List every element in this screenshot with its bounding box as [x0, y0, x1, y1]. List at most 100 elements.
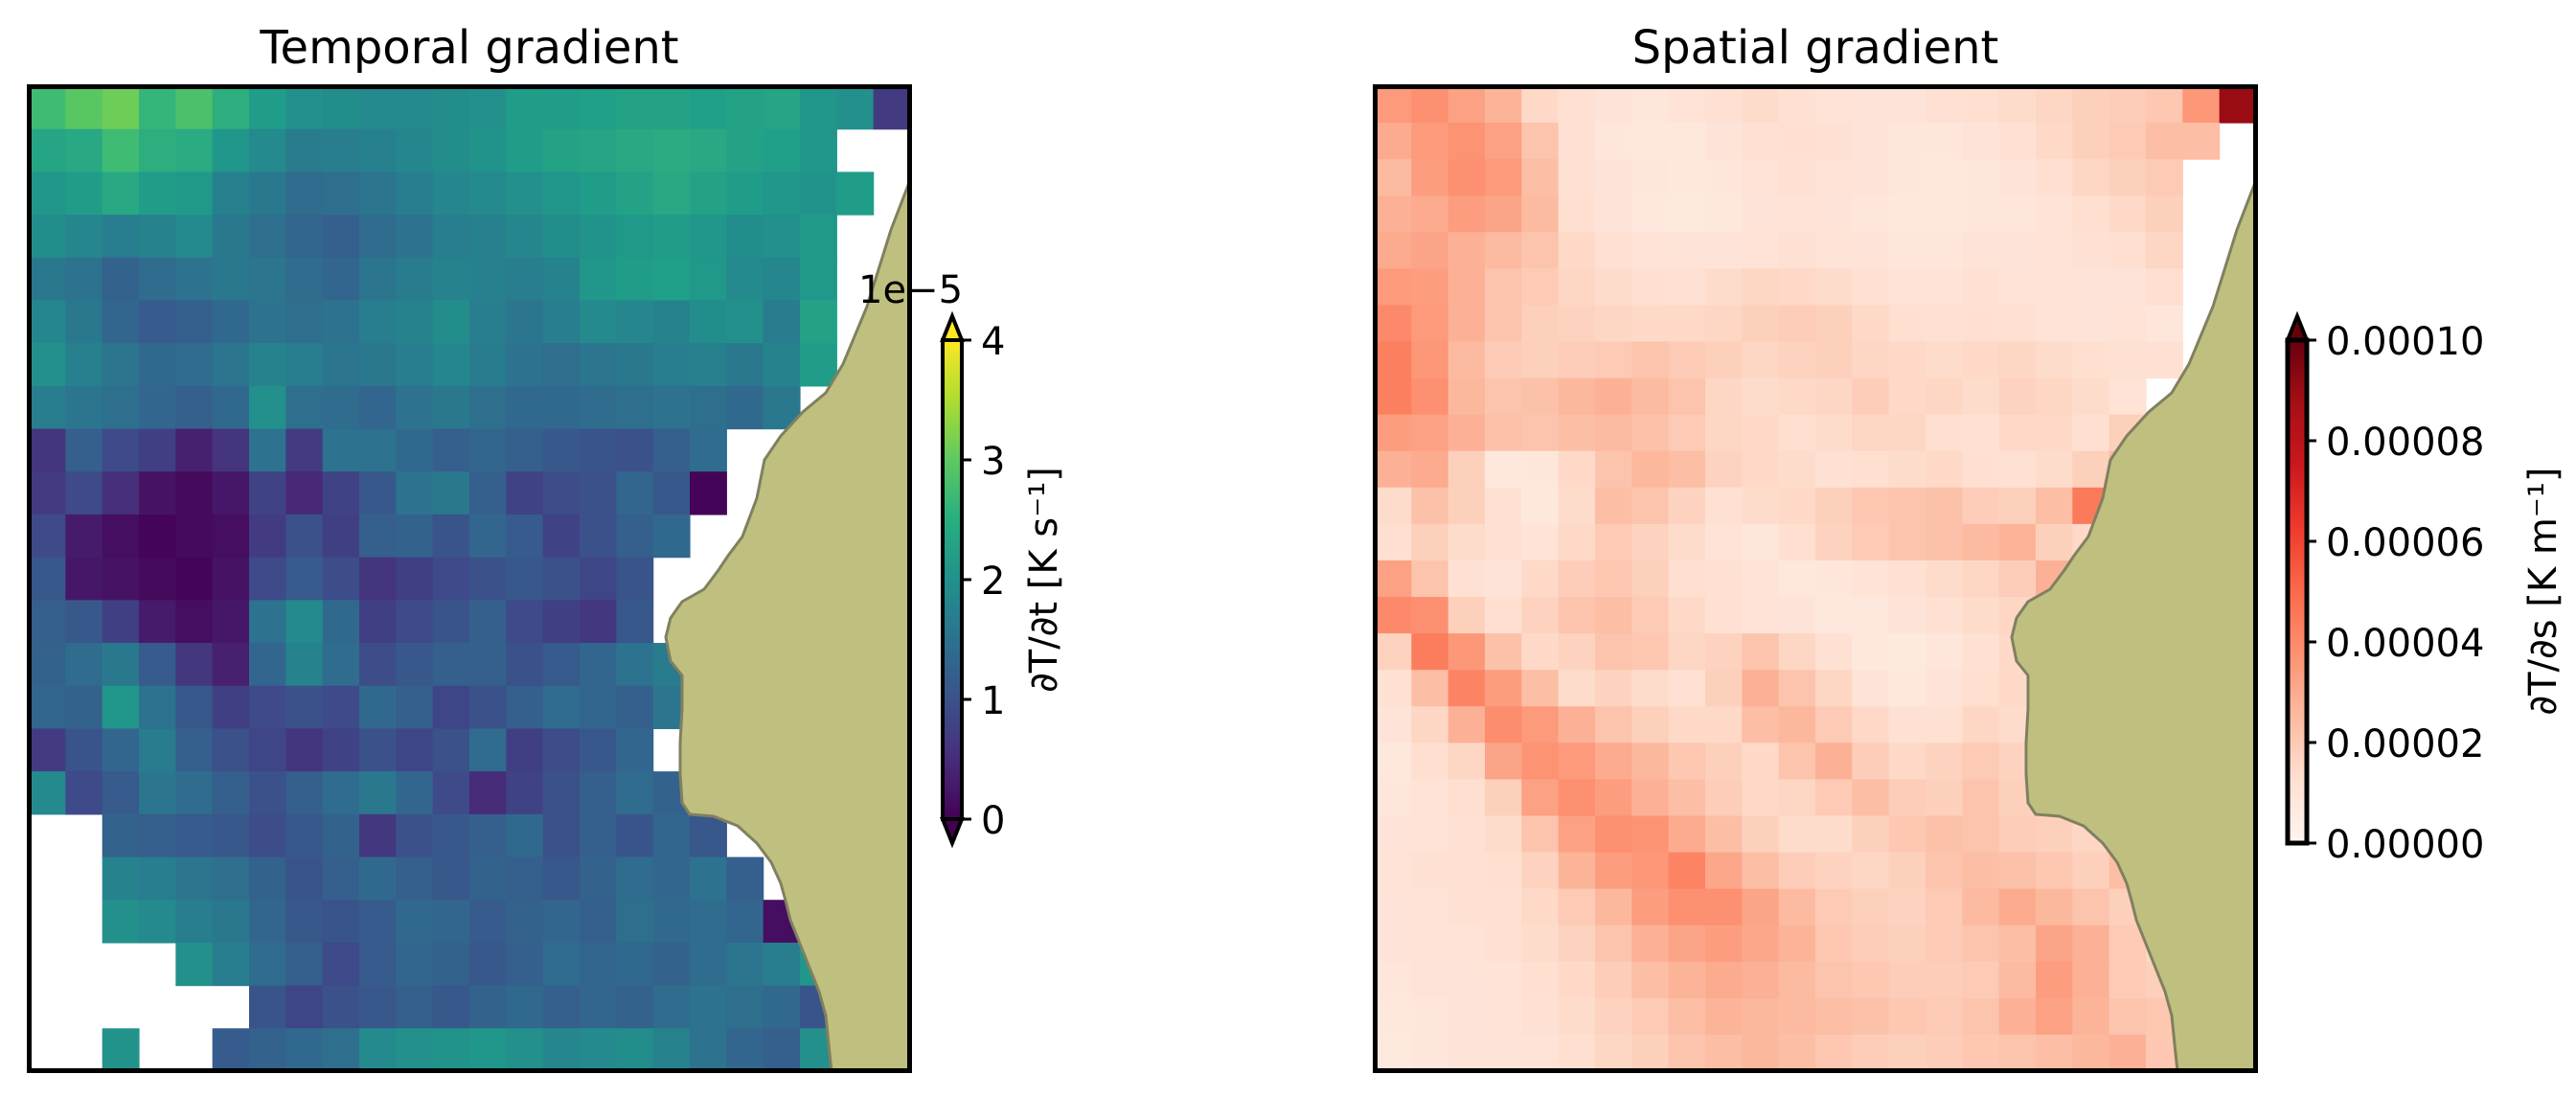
- heatmap-cell: [1852, 961, 1890, 999]
- heatmap-cell: [1521, 305, 1560, 343]
- heatmap-cell: [432, 86, 470, 130]
- heatmap-cell: [616, 428, 654, 472]
- heatmap-cell: [1852, 779, 1890, 817]
- heatmap-cell: [1998, 341, 2037, 379]
- heatmap-cell: [1668, 232, 1706, 269]
- heatmap-cell: [1962, 670, 2000, 707]
- heatmap-cell: [212, 685, 250, 730]
- heatmap-cell: [1705, 341, 1743, 379]
- heatmap-cell: [1705, 852, 1743, 890]
- heatmap-cell: [542, 600, 581, 644]
- heatmap-cell: [1778, 706, 1816, 743]
- heatmap-cell: [1631, 159, 1670, 196]
- heatmap-cell: [65, 600, 103, 644]
- heatmap-cell: [1742, 341, 1780, 379]
- heatmap-cell: [139, 300, 176, 344]
- heatmap-cell: [175, 86, 214, 130]
- heatmap-cell: [1485, 1034, 1522, 1071]
- heatmap-cell: [175, 857, 214, 901]
- heatmap-cell: [1668, 523, 1706, 561]
- heatmap-cell: [1962, 123, 2000, 160]
- heatmap-cell: [726, 343, 764, 387]
- heatmap-cell: [1815, 961, 1853, 999]
- heatmap-cell: [1668, 414, 1706, 452]
- heatmap-cell: [469, 257, 507, 302]
- heatmap-cell: [322, 685, 360, 730]
- heatmap-cell: [285, 514, 324, 559]
- heatmap-cell: [359, 728, 397, 772]
- heatmap-cell: [1815, 414, 1853, 452]
- heatmap-cell: [1705, 815, 1743, 854]
- heatmap-cell: [1815, 86, 1853, 124]
- heatmap-cell: [1558, 123, 1596, 160]
- heatmap-cell: [29, 128, 66, 172]
- heatmap-cell: [1778, 377, 1816, 416]
- heatmap-cell: [1815, 450, 1853, 489]
- heatmap-cell: [1705, 743, 1743, 780]
- heatmap-cell: [800, 343, 837, 387]
- heatmap-cell: [285, 557, 324, 601]
- heatmap-cell: [29, 557, 66, 601]
- heatmap-cell: [65, 643, 103, 687]
- heatmap-cell: [1631, 706, 1670, 743]
- heatmap-cell: [29, 685, 66, 730]
- heatmap-cell: [506, 471, 544, 515]
- heatmap-cell: [652, 86, 691, 130]
- heatmap-cell: [139, 557, 176, 601]
- heatmap-cell: [1705, 633, 1743, 671]
- heatmap-cell: [580, 1028, 617, 1071]
- heatmap-cell: [175, 942, 214, 987]
- heatmap-cell: [2072, 1034, 2110, 1071]
- heatmap-cell: [1705, 597, 1743, 634]
- heatmap-cell: [1448, 86, 1486, 124]
- heatmap-cell: [2146, 86, 2183, 124]
- heatmap-cell: [1558, 1034, 1596, 1071]
- heatmap-cell: [249, 771, 286, 815]
- heatmap-cell: [1631, 305, 1670, 343]
- heatmap-cell: [1448, 852, 1486, 890]
- heatmap-cell: [1521, 852, 1560, 890]
- heatmap-cell: [359, 985, 397, 1029]
- heatmap-cell: [1668, 159, 1706, 196]
- heatmap-cell: [1631, 925, 1670, 963]
- heatmap-cell: [469, 300, 507, 344]
- heatmap-cell: [1558, 852, 1596, 890]
- heatmap-cell: [1448, 159, 1486, 196]
- heatmap-cell: [1485, 670, 1522, 707]
- heatmap-cell: [1888, 232, 1926, 269]
- heatmap-cell: [175, 813, 214, 858]
- heatmap-cell: [469, 771, 507, 815]
- heatmap-cell: [2146, 232, 2183, 269]
- heatmap-cell: [1778, 1034, 1816, 1071]
- heatmap-cell: [726, 1028, 764, 1071]
- heatmap-cell: [1448, 743, 1486, 780]
- heatmap-cell: [2036, 159, 2073, 196]
- heatmap-cell: [102, 300, 140, 344]
- heatmap-cell: [212, 813, 250, 858]
- heatmap-cell: [285, 385, 324, 430]
- heatmap-cell: [1448, 1034, 1486, 1071]
- heatmap-cell: [1852, 268, 1890, 307]
- heatmap-cell: [139, 728, 176, 772]
- heatmap-cell: [652, 942, 691, 987]
- heatmap-cell: [322, 428, 360, 472]
- heatmap-cell: [652, 343, 691, 387]
- heatmap-cell: [322, 771, 360, 815]
- heatmap-cell: [285, 471, 324, 515]
- heatmap-cell: [2072, 888, 2110, 926]
- heatmap-cell: [580, 942, 617, 987]
- heatmap-cell: [1485, 633, 1522, 671]
- heatmap-cell: [65, 86, 103, 130]
- heatmap-cell: [1926, 888, 1963, 926]
- heatmap-cell: [432, 942, 470, 987]
- spatial-panel-title: Spatial gradient: [1631, 21, 1999, 75]
- heatmap-cell: [1998, 925, 2037, 963]
- heatmap-cell: [175, 685, 214, 730]
- heatmap-cell: [652, 171, 691, 216]
- heatmap-cell: [1631, 450, 1670, 489]
- heatmap-cell: [1485, 159, 1522, 196]
- heatmap-cell: [542, 685, 581, 730]
- heatmap-cell: [1742, 597, 1780, 634]
- heatmap-cell: [690, 215, 727, 259]
- heatmap-cell: [1485, 925, 1522, 963]
